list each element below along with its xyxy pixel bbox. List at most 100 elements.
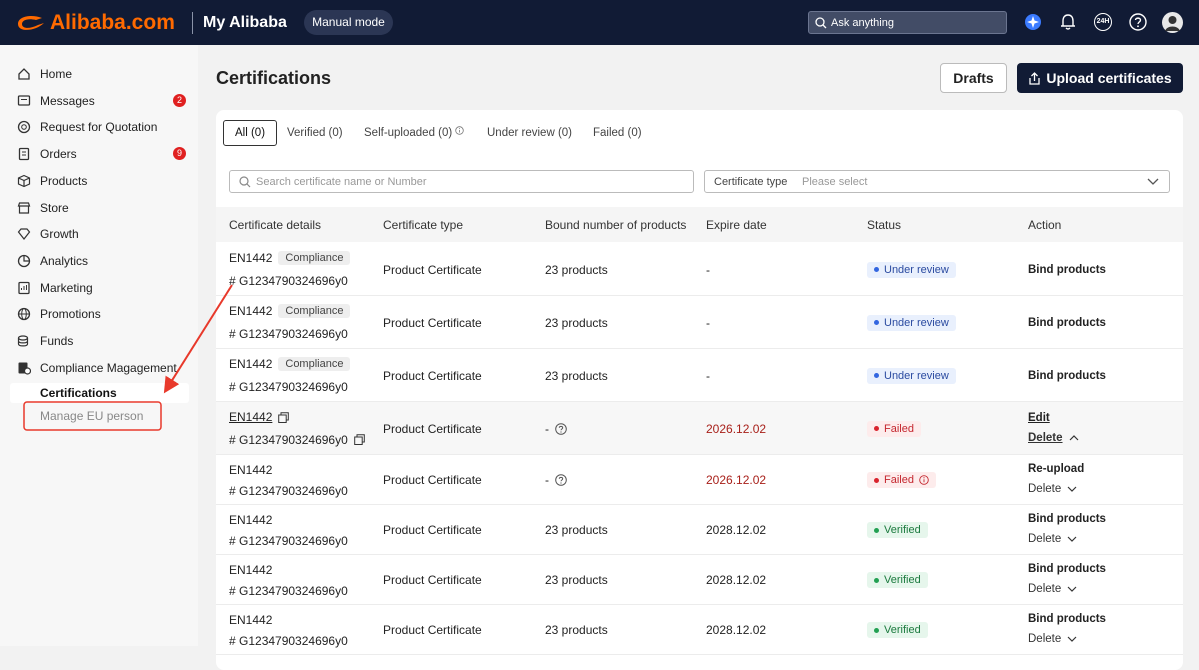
cert-type: Product Certificate	[383, 368, 482, 383]
cert-type: Product Certificate	[383, 573, 482, 587]
nav-item[interactable]: Products	[0, 169, 198, 193]
nav-item[interactable]: Growth	[0, 222, 198, 246]
help-icon[interactable]	[1129, 13, 1147, 31]
nav-item[interactable]: Marketing	[0, 276, 198, 300]
action-link[interactable]: Edit	[1028, 410, 1050, 426]
expire-date: -	[706, 368, 710, 383]
cert-number-line: # G1234790324696y0	[229, 484, 348, 498]
status-dot	[874, 627, 879, 633]
action-link[interactable]: Delete	[1028, 481, 1077, 497]
nav-item[interactable]: Store	[0, 196, 198, 220]
nav-label: Growth	[40, 227, 79, 242]
nav-label: Compliance Magagement	[40, 360, 177, 375]
action-link[interactable]: Bind products	[1028, 611, 1106, 627]
search-box[interactable]: Ask anything	[808, 11, 1007, 34]
nav-sublabel: Manage EU person	[40, 409, 144, 423]
cert-name-line: EN1442	[229, 511, 272, 529]
status-badge: Failed	[867, 420, 921, 437]
nav-label: Promotions	[40, 307, 101, 322]
action-link[interactable]: Bind products	[1028, 368, 1106, 384]
avatar[interactable]	[1162, 12, 1183, 33]
table-row: EN1442 Compliance # G1234790324696y0 Produc…	[216, 243, 1183, 296]
chevron-down	[1067, 586, 1077, 592]
table-header: Certificate details Certificate type Bound…	[216, 207, 1183, 242]
action-link[interactable]: Delete	[1028, 430, 1079, 446]
cert-name[interactable]: EN1442	[229, 410, 273, 424]
action-link[interactable]: Delete	[1028, 531, 1077, 547]
action-label: Bind products	[1028, 563, 1106, 575]
action-label: Delete	[1028, 633, 1062, 645]
nav-item[interactable]: Funds	[0, 329, 198, 353]
upload-icon	[1029, 71, 1041, 85]
drafts-button[interactable]: Drafts	[940, 63, 1007, 93]
tab-label: Self-uploaded (0)	[364, 127, 453, 139]
tab[interactable]: Failed (0)	[593, 120, 642, 146]
column-header: Certificate details	[229, 218, 322, 232]
action-link[interactable]: Bind products	[1028, 561, 1106, 577]
status-dot	[874, 477, 879, 483]
status-text: Under review	[884, 263, 949, 276]
cert-name-line: EN1442 Compliance	[229, 249, 351, 267]
bell-icon[interactable]	[1060, 13, 1076, 31]
cert-number: # G1234790324696y0	[229, 634, 348, 648]
cert-type: Product Certificate	[383, 523, 482, 537]
nav-item[interactable]: Promotions	[0, 302, 198, 326]
tab[interactable]: All (0)	[223, 120, 278, 146]
action-label: Bind products	[1028, 613, 1106, 625]
cert-number: # G1234790324696y0	[229, 326, 348, 341]
filter-placeholder: Please select	[802, 176, 868, 188]
nav-item[interactable]: Messages 2	[0, 89, 198, 113]
nav-label: Home	[40, 67, 73, 81]
logo-icon	[18, 16, 44, 30]
chevron-up	[1069, 435, 1078, 441]
search-placeholder: Ask anything	[831, 17, 894, 29]
action-link[interactable]: Bind products	[1028, 262, 1106, 278]
nav-badge: 2	[173, 93, 186, 107]
nav-subitem[interactable]: Certifications	[10, 383, 189, 403]
chevron-down	[1147, 178, 1159, 185]
nav-subitem[interactable]: Manage EU person	[10, 406, 189, 426]
expire-date: 2028.12.02	[706, 573, 767, 587]
cert-name-line: EN1442	[229, 611, 272, 629]
cert-number: # G1234790324696y0	[229, 534, 348, 548]
tab[interactable]: Verified (0)	[287, 120, 343, 146]
top-bar: Alibaba.com My Alibaba Manual mode Ask a…	[0, 0, 1199, 45]
nav-item[interactable]: Orders 9	[0, 142, 198, 166]
cert-name-line: EN1442	[229, 461, 272, 479]
nav-item[interactable]: Compliance Magagement	[0, 356, 198, 380]
upload-label: Upload certificates	[1046, 70, 1172, 86]
cert-name-line: EN1442 Compliance	[229, 355, 351, 373]
nav-icon	[17, 308, 31, 321]
nav-item[interactable]: Home	[0, 62, 198, 86]
nav-item[interactable]: Analytics	[0, 249, 198, 273]
action-link[interactable]: Bind products	[1028, 315, 1106, 331]
support-icon[interactable]: 24H	[1094, 13, 1112, 31]
action-link[interactable]: Delete	[1028, 581, 1077, 597]
search-placeholder: Search certificate name or Number	[256, 176, 427, 188]
tab[interactable]: Self-uploaded (0)	[364, 120, 464, 146]
mode-toggle[interactable]: Manual mode	[304, 10, 393, 35]
nav-icon	[18, 362, 31, 375]
type-filter[interactable]: Certificate type Please select	[704, 170, 1170, 193]
logo[interactable]: Alibaba.com	[50, 11, 175, 34]
cert-tag: Compliance	[278, 251, 351, 265]
nav-label: Products	[40, 173, 88, 188]
bound-text: 23 products	[545, 523, 608, 537]
divider	[192, 12, 193, 34]
expire-date: 2026.12.02	[706, 421, 767, 436]
table-row: EN1442 # G1234790324696y0 Product Certific…	[216, 505, 1183, 555]
search-input[interactable]: Search certificate name or Number	[229, 170, 694, 193]
nav-item[interactable]: Request for Quotation	[0, 115, 198, 139]
nav-label: Marketing	[40, 280, 93, 295]
upload-button[interactable]: Upload certificates	[1017, 63, 1183, 93]
status-dot	[874, 373, 879, 378]
bound-products: 23 products	[545, 622, 608, 638]
action-link[interactable]: Bind products	[1028, 511, 1106, 527]
ai-icon[interactable]	[1024, 13, 1042, 31]
expire-date: 2028.12.02	[706, 623, 767, 637]
tab[interactable]: Under review (0)	[487, 120, 572, 146]
action-link[interactable]: Delete	[1028, 631, 1077, 647]
table-row: EN1442 Compliance # G1234790324696y0 Produc…	[216, 349, 1183, 402]
bound-products: -	[545, 472, 567, 488]
action-link[interactable]: Re-upload	[1028, 461, 1084, 477]
